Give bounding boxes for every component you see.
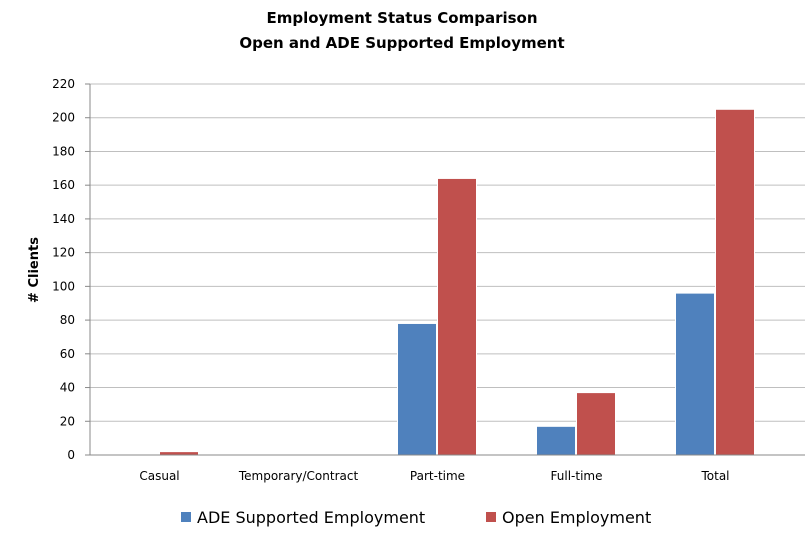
y-tick-label: 40 xyxy=(60,381,75,395)
legend-swatch-open xyxy=(486,512,496,522)
y-axis-ticks: 0 20 40 60 80 100 120 140 160 180 200 220 xyxy=(52,77,90,462)
y-tick-label: 80 xyxy=(60,313,75,327)
y-tick-label: 120 xyxy=(52,246,75,260)
legend-label-open: Open Employment xyxy=(502,508,651,527)
y-tick-label: 100 xyxy=(52,279,75,293)
bars xyxy=(159,108,755,456)
bar-total-ade xyxy=(675,292,715,456)
bar-full-time-ade xyxy=(536,425,576,456)
x-category-label: Full-time xyxy=(551,469,603,483)
x-category-label: Temporary/Contract xyxy=(238,469,359,483)
y-tick-label: 180 xyxy=(52,144,75,158)
bar-full-time-open xyxy=(576,392,616,456)
y-tick-label: 220 xyxy=(52,77,75,91)
bar-part-time-ade xyxy=(397,322,437,456)
chart-title-line-2: Open and ADE Supported Employment xyxy=(239,34,564,52)
y-tick-label: 160 xyxy=(52,178,75,192)
y-tick-label: 60 xyxy=(60,347,75,361)
y-axis-label: # Clients xyxy=(27,237,42,303)
y-tick-label: 140 xyxy=(52,212,75,226)
bar-total-open xyxy=(715,108,755,456)
chart-title-line-1: Employment Status Comparison xyxy=(266,9,537,27)
legend-label-ade: ADE Supported Employment xyxy=(197,508,425,527)
bar-part-time-open xyxy=(437,177,477,456)
y-tick-label: 200 xyxy=(52,111,75,125)
y-tick-label: 0 xyxy=(67,448,75,462)
y-tick-label: 20 xyxy=(60,414,75,428)
legend-swatch-ade xyxy=(181,512,191,522)
x-category-label: Part-time xyxy=(410,469,465,483)
x-axis-categories: Casual Temporary/Contract Part-time Full-ti… xyxy=(139,469,729,483)
x-category-label: Casual xyxy=(139,469,179,483)
bar-casual-open xyxy=(159,451,199,456)
legend: ADE Supported Employment Open Employment xyxy=(181,508,651,527)
x-category-label: Total xyxy=(700,469,729,483)
